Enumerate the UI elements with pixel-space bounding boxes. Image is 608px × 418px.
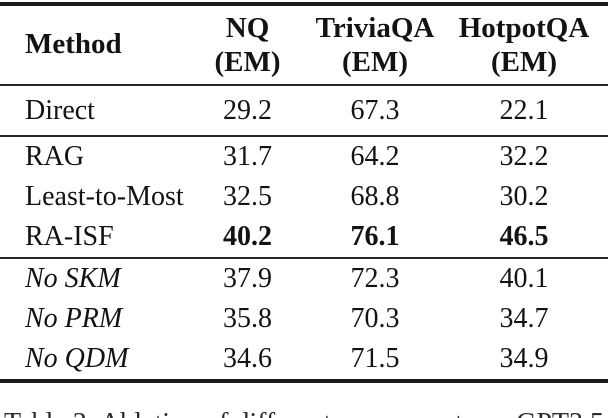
table-row-direct: Direct 29.2 67.3 22.1	[0, 86, 608, 135]
table-section-ablations: No SKM 37.9 72.3 40.1 No PRM 35.8 70.3 3…	[0, 259, 608, 379]
header-line-2: (EM)	[490, 45, 558, 78]
hotpotqa-value: 34.9	[499, 343, 549, 374]
column-header-nq: NQ (EM)	[185, 11, 310, 79]
nq-value: 32.5	[223, 181, 272, 212]
triviaqa-value: 70.3	[350, 303, 400, 334]
method-label: No SKM	[25, 263, 121, 294]
header-line-1: NQ	[225, 11, 270, 44]
table-row-no-prm: No PRM 35.8 70.3 34.7	[0, 299, 608, 339]
method-label: RAG	[25, 141, 85, 172]
nq-value: 31.7	[223, 141, 272, 172]
table-caption: Table 3: Ablation of different component…	[0, 408, 608, 418]
nq-value: 34.6	[223, 343, 272, 374]
triviaqa-value: 68.8	[350, 181, 400, 212]
hotpotqa-value: 34.7	[499, 303, 549, 334]
header-line-2: (EM)	[341, 45, 409, 78]
table-header-row: Method NQ (EM) TriviaQA (EM) HotpotQA (E…	[0, 6, 608, 84]
column-header-method: Method	[25, 28, 122, 61]
table-bottom-rule	[0, 379, 608, 383]
table-row-least-to-most: Least-to-Most 32.5 68.8 30.2	[0, 177, 608, 217]
nq-value-best: 40.2	[223, 221, 272, 252]
hotpotqa-value: 32.2	[499, 141, 549, 172]
table-rule-mid-1	[0, 135, 608, 137]
table-top-rule	[0, 2, 608, 6]
caption-text-left: Table 3: Ablation of different component…	[4, 408, 509, 418]
method-label: Direct	[25, 94, 95, 126]
nq-value: 35.8	[223, 303, 272, 334]
column-header-hotpotqa: HotpotQA (EM)	[440, 11, 608, 79]
hotpotqa-value-best: 46.5	[499, 221, 549, 252]
hotpotqa-value: 40.1	[499, 263, 549, 294]
header-line-2: (EM)	[214, 45, 281, 78]
method-label: No PRM	[25, 303, 123, 334]
method-label: Least-to-Most	[25, 181, 184, 212]
table-section-methods: RAG 31.7 64.2 32.2 Least-to-Most 32.5 68…	[0, 137, 608, 257]
column-header-triviaqa: TriviaQA (EM)	[310, 11, 440, 79]
table-rule-mid-2	[0, 257, 608, 259]
header-line-1: TriviaQA	[315, 11, 435, 44]
hotpotqa-value: 22.1	[499, 94, 549, 126]
table-row-no-qdm: No QDM 34.6 71.5 34.9	[0, 339, 608, 379]
header-line-1: HotpotQA	[458, 11, 590, 44]
table-section-baseline: Direct 29.2 67.3 22.1	[0, 86, 608, 135]
triviaqa-value: 67.3	[350, 94, 400, 126]
nq-value: 37.9	[223, 263, 272, 294]
nq-value: 29.2	[223, 94, 272, 126]
table-row-ra-isf: RA-ISF 40.2 76.1 46.5	[0, 217, 608, 257]
table-rule-below-header	[0, 83, 608, 86]
method-label: No QDM	[25, 343, 129, 374]
triviaqa-value: 72.3	[350, 263, 400, 294]
table-row-no-skm: No SKM 37.9 72.3 40.1	[0, 259, 608, 299]
triviaqa-value: 64.2	[350, 141, 400, 172]
triviaqa-value-best: 76.1	[350, 221, 400, 252]
table-row-rag: RAG 31.7 64.2 32.2	[0, 137, 608, 177]
hotpotqa-value: 30.2	[499, 181, 549, 212]
caption-text-right: GPT3.5	[516, 408, 604, 418]
method-label: RA-ISF	[25, 221, 114, 252]
triviaqa-value: 71.5	[350, 343, 400, 374]
